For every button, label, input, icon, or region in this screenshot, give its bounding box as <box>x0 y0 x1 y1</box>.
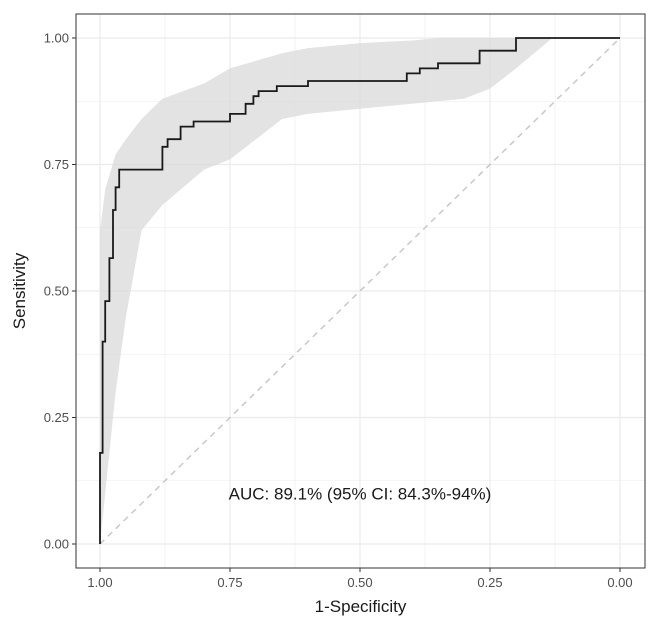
y-tick-label: 0.75 <box>44 157 69 172</box>
y-tick-label: 1.00 <box>44 31 69 46</box>
y-axis-title: Sensitivity <box>10 252 29 329</box>
roc-curve-line <box>99 37 620 544</box>
y-tick-label: 0.00 <box>44 537 69 552</box>
x-tick-label: 0.00 <box>607 575 632 590</box>
auc-annotation: AUC: 89.1% (95% CI: 84.3%-94%) <box>229 484 492 503</box>
y-tick-label: 0.50 <box>44 284 69 299</box>
x-axis-ticks: 1.00 0.75 0.50 0.25 0.00 <box>87 568 633 590</box>
x-tick-label: 0.25 <box>477 575 502 590</box>
x-tick-label: 0.75 <box>217 575 242 590</box>
x-tick-label: 0.50 <box>347 575 372 590</box>
x-tick-label: 1.00 <box>87 575 112 590</box>
x-axis-title: 1-Specificity <box>315 597 407 616</box>
y-axis-ticks: 0.00 0.25 0.50 0.75 1.00 <box>44 31 76 552</box>
y-tick-label: 0.25 <box>44 410 69 425</box>
